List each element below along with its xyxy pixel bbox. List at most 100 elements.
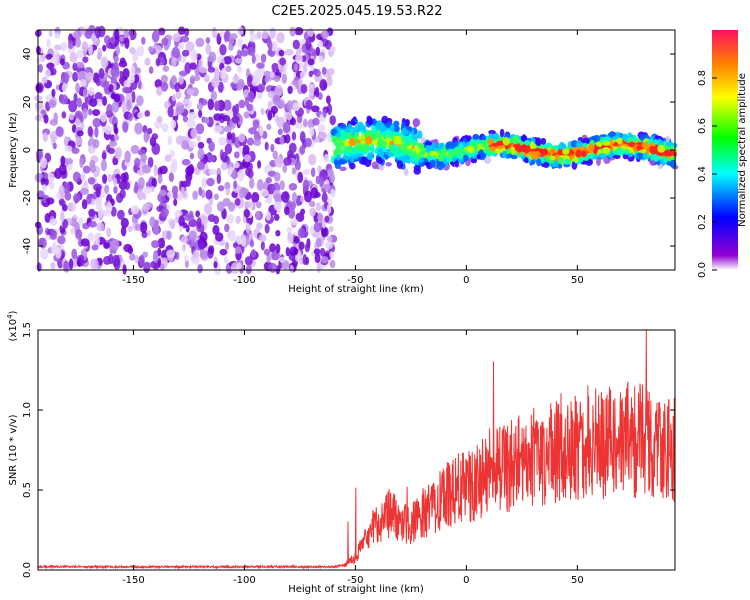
snr-x-tick-label: 50 — [571, 575, 584, 586]
spectrogram-noise-cell — [175, 135, 184, 145]
spectrogram-noise-cell — [272, 94, 281, 106]
spectrogram-signal-cell — [523, 146, 531, 154]
spectrogram-noise-cell — [182, 243, 187, 252]
spectrogram-signal-cell — [529, 141, 534, 150]
spectrogram-signal-cell — [516, 144, 524, 152]
spectrogram-noise-cell — [285, 247, 290, 257]
spectrogram-noise-cell — [143, 186, 153, 194]
spectrogram-signal-cell — [385, 162, 392, 167]
spectrogram-noise-cell — [79, 79, 87, 87]
spectrogram-noise-cell — [327, 103, 333, 116]
spectrogram-noise-cell — [293, 63, 299, 72]
spectrogram-noise-cell — [269, 71, 275, 79]
spectrogram-noise-cell — [116, 209, 125, 220]
spectrogram-noise-cell — [63, 260, 69, 271]
spectrogram-noise-cell — [275, 229, 281, 237]
spectrogram-noise-cell — [326, 203, 332, 215]
spectrogram-noise-cell — [203, 203, 213, 215]
spectrogram-noise-cell — [55, 248, 62, 259]
spectrogram-noise-cell — [168, 172, 175, 182]
spectrogram-noise-cell — [320, 256, 329, 264]
spectrogram-noise-cell — [263, 248, 271, 256]
spectrogram-noise-cell — [328, 173, 336, 184]
spectrogram-signal-cell — [580, 150, 587, 158]
spectrogram-noise-cell — [329, 251, 335, 259]
spectrogram-noise-cell — [35, 84, 43, 92]
spectrogram-noise-cell — [234, 57, 243, 64]
spectrogram-noise-cell — [201, 177, 208, 188]
spectrogram-noise-cell — [137, 177, 145, 189]
spectrogram-noise-cell — [251, 192, 260, 203]
spectrogram-noise-cell — [46, 38, 51, 49]
spectrogram-noise-cell — [195, 37, 205, 48]
spectrogram-noise-cell — [222, 197, 231, 207]
spectrogram-noise-cell — [88, 145, 94, 155]
spectrogram-noise-cell — [275, 243, 281, 254]
spectrogram-signal-cell — [343, 151, 351, 157]
spectrogram-noise-cell — [63, 136, 69, 147]
spectrogram-noise-cell — [104, 184, 110, 195]
spectrogram-noise-cell — [80, 172, 86, 182]
spectrogram-signal-cell — [344, 127, 352, 133]
spectrogram-noise-cell — [264, 223, 270, 234]
spectrogram-noise-cell — [232, 105, 237, 117]
colorbar-tick-label: 0.0 — [697, 262, 708, 278]
spectrogram-noise-cell — [198, 109, 203, 118]
spectrogram-noise-cell — [203, 74, 210, 83]
colorbar-tick-label: 0.4 — [697, 166, 708, 182]
spectrogram-noise-cell — [77, 217, 84, 226]
snr-y-tick-label: 0.5 — [22, 482, 33, 498]
spectrogram-noise-cell — [172, 192, 178, 200]
spectrogram-noise-cell — [106, 202, 113, 214]
spectrogram-noise-cell — [275, 156, 284, 168]
spectrogram-noise-cell — [166, 249, 176, 258]
spectrogram-noise-cell — [261, 30, 269, 40]
spectrogram-noise-cell — [88, 86, 95, 96]
spectrogram-noise-cell — [244, 256, 253, 266]
spectrogram-signal-cell — [393, 120, 400, 128]
spectrogram-noise-cell — [127, 246, 134, 255]
spectrogram-noise-cell — [146, 229, 151, 237]
spectrogram-signal-cell — [377, 138, 384, 148]
spectrogram-noise-cell — [49, 218, 58, 226]
snr-series-line — [37, 329, 676, 570]
spectrogram-noise-cell — [196, 135, 201, 142]
spectrogram-signal-cell — [381, 115, 389, 124]
spectrogram-noise-cell — [304, 190, 313, 203]
spectrogram-signal-cell — [540, 137, 547, 145]
spectrogram-noise-cell — [188, 230, 197, 242]
spectrogram-noise-cell — [161, 123, 169, 133]
spectrogram-noise-cell — [92, 109, 101, 117]
spectrogram-signal-cell — [356, 153, 363, 158]
spectrogram-noise-cell — [164, 154, 172, 162]
spectrogram-noise-cell — [314, 86, 320, 98]
spectrogram-noise-cell — [285, 112, 293, 121]
spectrogram-signal-cell — [613, 154, 621, 160]
spectrogram-noise-cell — [181, 158, 191, 166]
spectrogram-noise-cell — [315, 237, 322, 248]
spectrogram-noise-cell — [107, 173, 113, 183]
spectrogram-noise-cell — [247, 169, 254, 179]
spectrogram-noise-cell — [245, 222, 251, 235]
spectrogram-noise-cell — [308, 48, 317, 57]
spectrogram-noise-cell — [198, 66, 208, 74]
spectrogram-signal-cell — [557, 148, 563, 156]
spectrogram-noise-cell — [321, 192, 328, 203]
spectrogram-noise-cell — [119, 57, 126, 64]
spectrogram-noise-cell — [75, 37, 81, 48]
spectrogram-signal-cell — [354, 124, 362, 133]
spectrogram-noise-cell — [289, 26, 296, 37]
spectrogram-noise-cell — [296, 47, 302, 56]
spectrogram-signal-cell — [335, 132, 342, 138]
spectrogram-signal-cell — [665, 141, 674, 147]
spectrogram-noise-cell — [113, 177, 118, 186]
spectrogram-noise-cell — [148, 66, 154, 75]
spectrogram-signal-cell — [349, 162, 356, 170]
spectrogram-noise-cell — [196, 160, 205, 170]
spectrogram-noise-cell — [82, 88, 88, 99]
spectrogram-noise-cell — [274, 193, 283, 204]
spectrogram-signal-cell — [371, 161, 378, 170]
spectrogram-noise-cell — [246, 137, 255, 146]
colorbar-label: Normalized spectral amplitude — [737, 73, 748, 227]
spectrogram-signal-cell — [578, 156, 584, 163]
